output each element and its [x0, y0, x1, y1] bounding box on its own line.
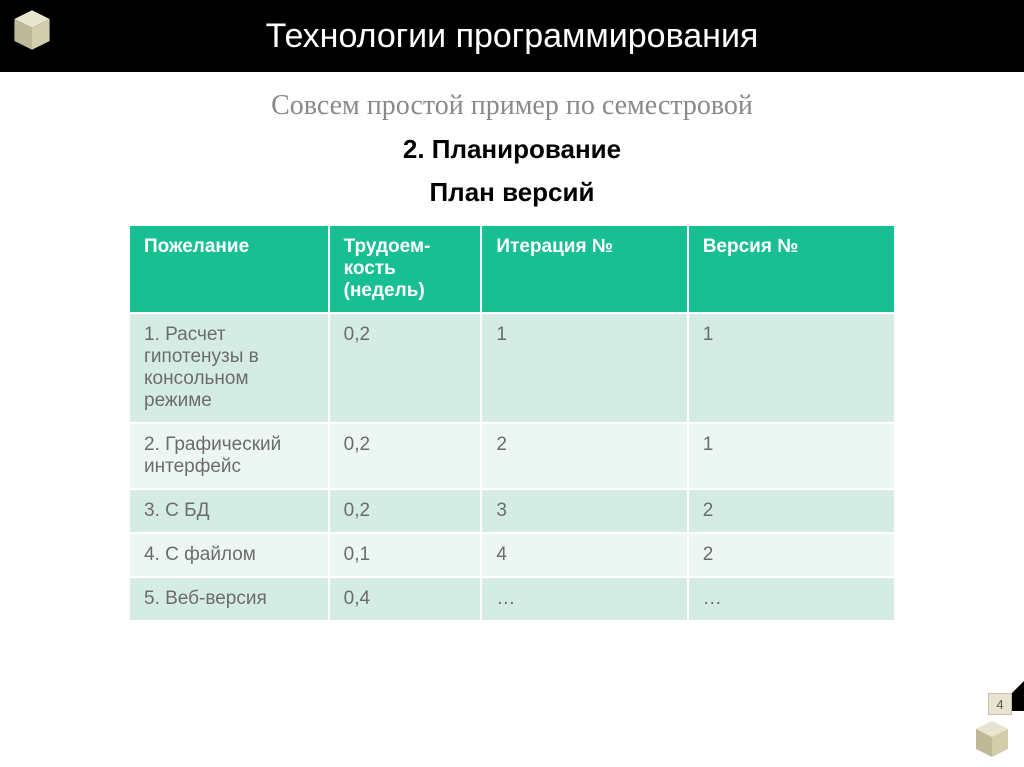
col-header: Трудоем-кость (недель)	[329, 226, 482, 313]
cell: 4. С файлом	[130, 533, 329, 577]
slide-content: Совсем простой пример по семестровой 2. …	[0, 72, 1024, 620]
cell: 2. Графический интерфейс	[130, 423, 329, 489]
cell: …	[688, 577, 894, 620]
cube-icon	[972, 719, 1012, 759]
table-row: 1. Расчет гипотенузы в консольном режиме…	[130, 313, 894, 423]
cell: 0,2	[329, 313, 482, 423]
col-header: Пожелание	[130, 226, 329, 313]
slide-header: Технологии программирования	[0, 0, 1024, 72]
cube-icon	[10, 8, 54, 52]
table-row: 3. С БД 0,2 3 2	[130, 489, 894, 533]
cell: 2	[688, 533, 894, 577]
section-title: 2. Планирование	[40, 134, 984, 165]
table-row: 5. Веб-версия 0,4 … …	[130, 577, 894, 620]
cell: 1. Расчет гипотенузы в консольном режиме	[130, 313, 329, 423]
page-number: 4	[988, 693, 1012, 715]
table-row: 4. С файлом 0,1 4 2	[130, 533, 894, 577]
slide-title: Технологии программирования	[266, 17, 759, 56]
subsection-title: План версий	[40, 177, 984, 208]
cell: 0,4	[329, 577, 482, 620]
subtitle-grey: Совсем простой пример по семестровой	[40, 90, 984, 122]
cell: 0,2	[329, 423, 482, 489]
cell: 1	[481, 313, 687, 423]
cell: 5. Веб-версия	[130, 577, 329, 620]
col-header: Версия №	[688, 226, 894, 313]
cell: 0,1	[329, 533, 482, 577]
cell: 0,2	[329, 489, 482, 533]
col-header: Итерация №	[481, 226, 687, 313]
cell: 2	[481, 423, 687, 489]
cell: …	[481, 577, 687, 620]
plan-table: Пожелание Трудоем-кость (недель) Итераци…	[130, 226, 894, 620]
cell: 3. С БД	[130, 489, 329, 533]
table-row: 2. Графический интерфейс 0,2 2 1	[130, 423, 894, 489]
table-header-row: Пожелание Трудоем-кость (недель) Итераци…	[130, 226, 894, 313]
cell: 1	[688, 423, 894, 489]
cell: 2	[688, 489, 894, 533]
cell: 1	[688, 313, 894, 423]
cell: 4	[481, 533, 687, 577]
cell: 3	[481, 489, 687, 533]
plan-table-container: Пожелание Трудоем-кость (недель) Итераци…	[130, 226, 894, 620]
